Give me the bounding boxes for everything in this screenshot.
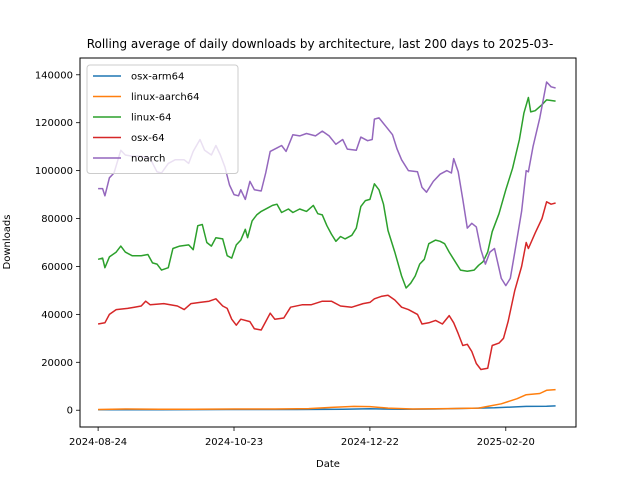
x-tick-label: 2024-12-22 [341,437,399,448]
series-layer [97,81,556,411]
x-axis: 2024-08-24 2024-10-23 2024-12-22 2025-02-20 [69,427,535,448]
x-tick-label: 2024-10-23 [205,437,263,448]
legend: osx-arm64 linux-aarch64 linux-64 osx-64 noar… [86,64,239,174]
legend-label: osx-64 [131,133,165,144]
legend-box [86,64,239,174]
y-axis-label: Downloads [2,215,13,270]
y-tick-label: 80000 [41,214,73,225]
y-tick-label: 100000 [35,166,73,177]
plot-frame [79,57,577,428]
y-tick-label: 40000 [41,310,73,321]
legend-label: linux-aarch64 [131,92,199,103]
y-tick-label: 20000 [41,358,73,369]
legend-label: linux-64 [131,113,171,124]
y-axis: 0 20000 40000 60000 80000 100000 120000 140000 [35,70,80,417]
x-tick-label: 2025-02-20 [477,437,535,448]
y-tick-label: 140000 [35,70,73,81]
legend-label: noarch [131,154,165,165]
chart-title: Rolling average of daily downloads by ar… [87,37,554,51]
y-tick-label: 0 [67,406,73,417]
series-line-osx-64 [97,201,556,371]
series-line-linux-64 [97,96,556,289]
y-tick-label: 120000 [35,118,73,129]
x-axis-label: Date [316,459,340,470]
x-tick-label: 2024-08-24 [69,437,127,448]
legend-label: osx-arm64 [131,72,184,83]
y-tick-label: 60000 [41,262,73,273]
series-line-linux-aarch64 [98,388,556,411]
